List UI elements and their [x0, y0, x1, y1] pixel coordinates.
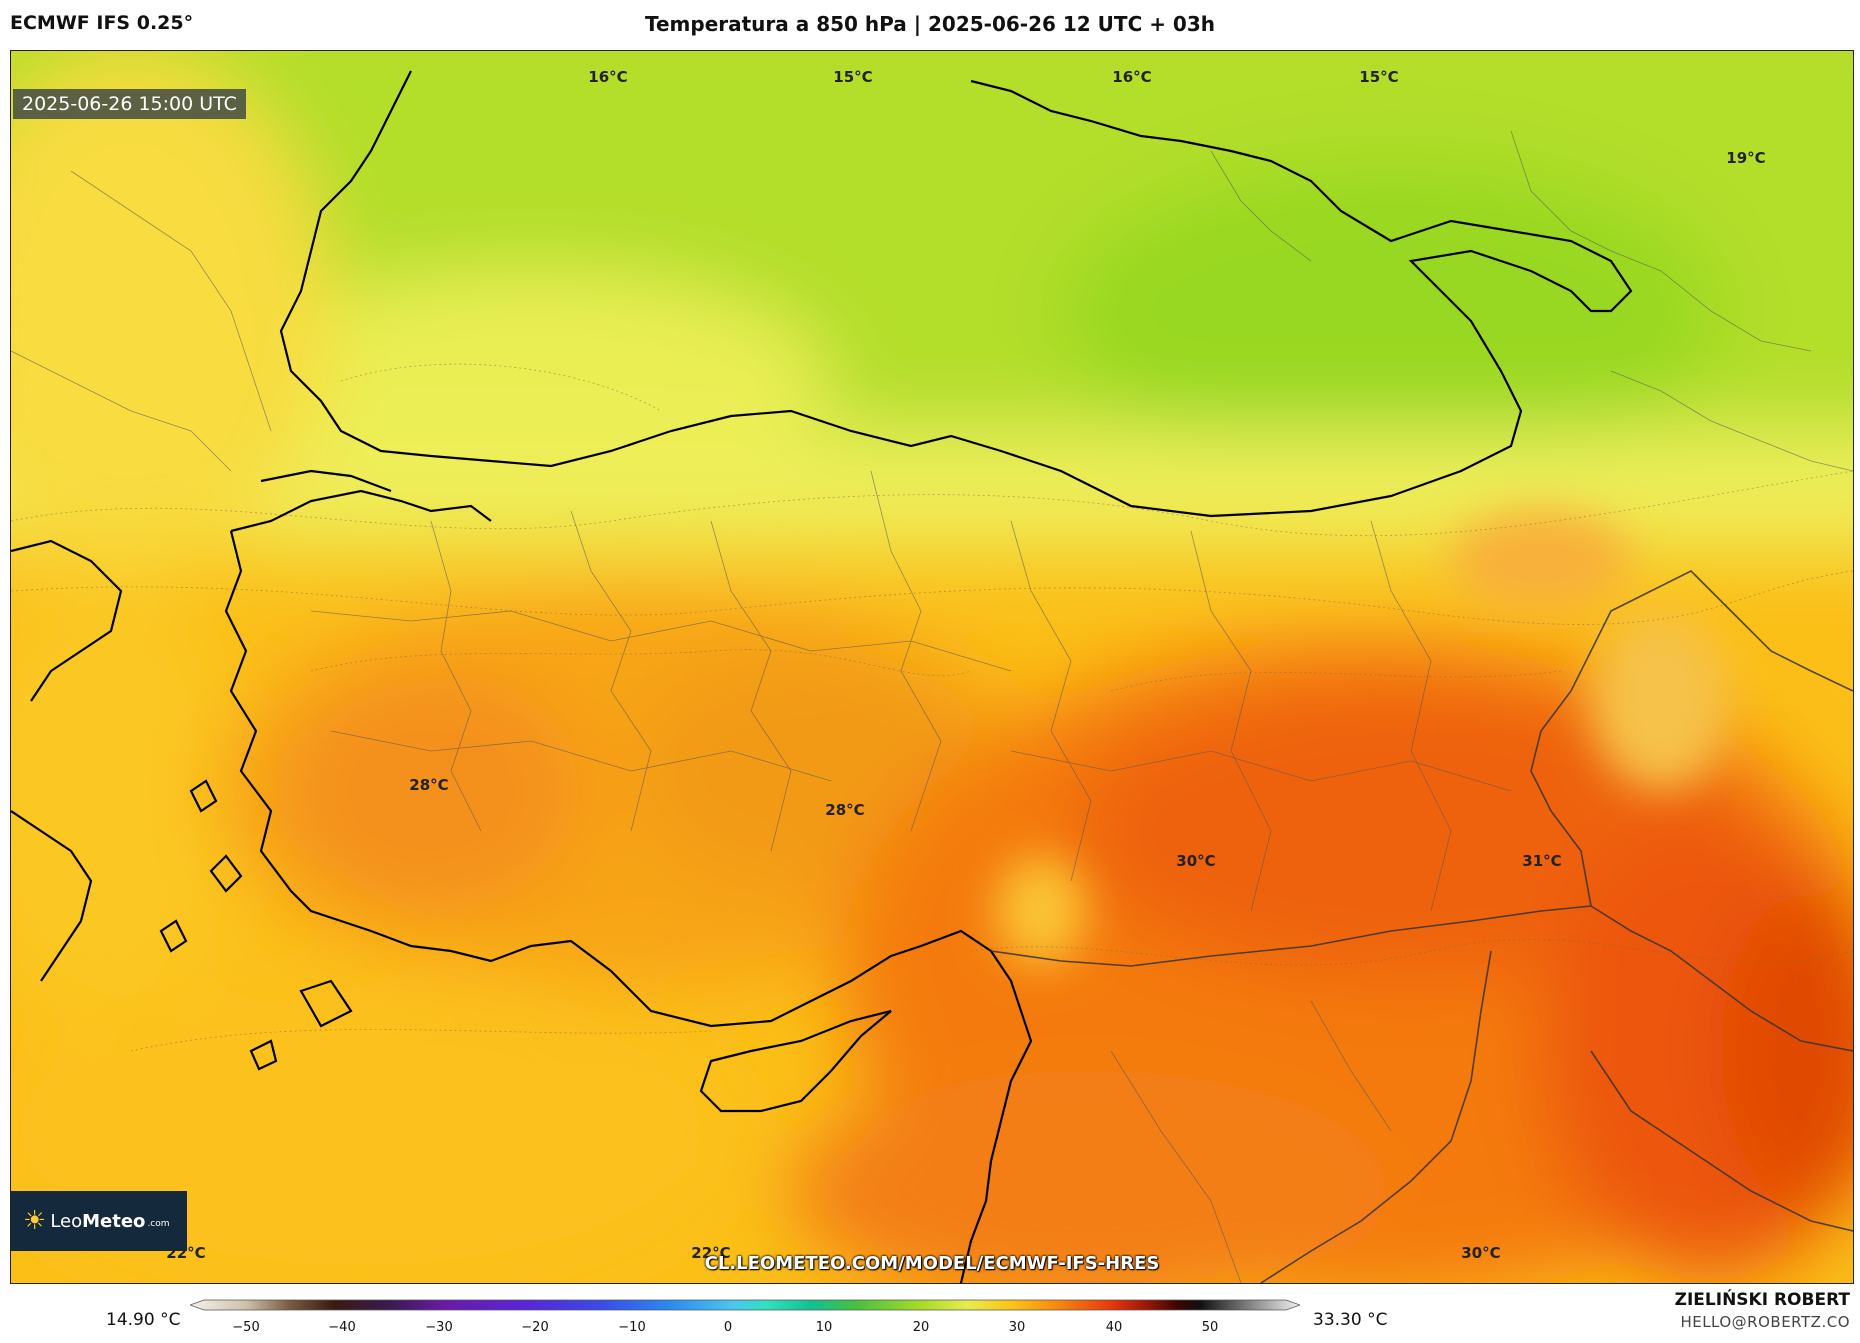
temperature-label: 28°C: [409, 776, 449, 794]
logo-text-leo: Leo: [50, 1210, 83, 1232]
colorbar-tick: −30: [425, 1320, 453, 1335]
colorbar-tick: 50: [1201, 1320, 1219, 1335]
region-borders: [11, 130, 1853, 1283]
map-title: Temperatura a 850 hPa | 2025-06-26 12 UT…: [644, 12, 1215, 36]
map-canvas: [11, 51, 1853, 1283]
sun-icon: ☀: [23, 1206, 47, 1236]
logo-text-meteo: Meteo: [82, 1210, 146, 1232]
logo-text-com: .com: [147, 1219, 170, 1229]
temperature-label: 19°C: [1726, 149, 1766, 167]
model-name: ECMWF IFS 0.25°: [10, 12, 194, 34]
temperature-label: 30°C: [1461, 1244, 1501, 1262]
colorbar-tick: 30: [1008, 1320, 1026, 1335]
colorbar-tick: −50: [232, 1320, 260, 1335]
colorbar-tick: 10: [815, 1320, 833, 1335]
temperature-label: 15°C: [1359, 68, 1399, 86]
colorbar-tick: 40: [1105, 1320, 1123, 1335]
temperature-label: 28°C: [825, 801, 865, 819]
author-name: ZIELIŃSKI ROBERT: [1674, 1290, 1850, 1310]
colorbar-tick: −20: [521, 1320, 549, 1335]
temperature-label: 16°C: [1112, 68, 1152, 86]
leometeo-logo[interactable]: ☀ Leo Meteo .com: [11, 1191, 187, 1251]
colorbar-min-value: 14.90 °C: [106, 1310, 181, 1330]
valid-time-label: 2025-06-26 15:00 UTC: [13, 89, 246, 119]
coastlines: [11, 70, 1633, 1283]
author-email[interactable]: HELLO@ROBERTZ.CO: [1680, 1313, 1850, 1331]
temperature-label: 30°C: [1176, 852, 1216, 870]
colorbar-tick: 0: [723, 1320, 733, 1335]
temperature-map[interactable]: 2025-06-26 15:00 UTC 16°C 15°C 16°C 15°C…: [10, 50, 1854, 1284]
temperature-label: 15°C: [833, 68, 873, 86]
temperature-label: 22°C: [691, 1244, 731, 1262]
colorbar-tick: −40: [328, 1320, 356, 1335]
colorbar-tick: −10: [618, 1320, 646, 1335]
source-url[interactable]: CL.LEOMETEO.COM/MODEL/ECMWF-IFS-HRES: [704, 1253, 1160, 1274]
country-borders: [990, 570, 1853, 1283]
colorbar-max-value: 33.30 °C: [1313, 1310, 1388, 1330]
colorbar-tick: 20: [912, 1320, 930, 1335]
colorbar-ticks: −50 −40 −30 −20 −10 0 10 20 30 40 50: [190, 1320, 1300, 1338]
temperature-label: 31°C: [1522, 852, 1562, 870]
temperature-label: 16°C: [588, 68, 628, 86]
